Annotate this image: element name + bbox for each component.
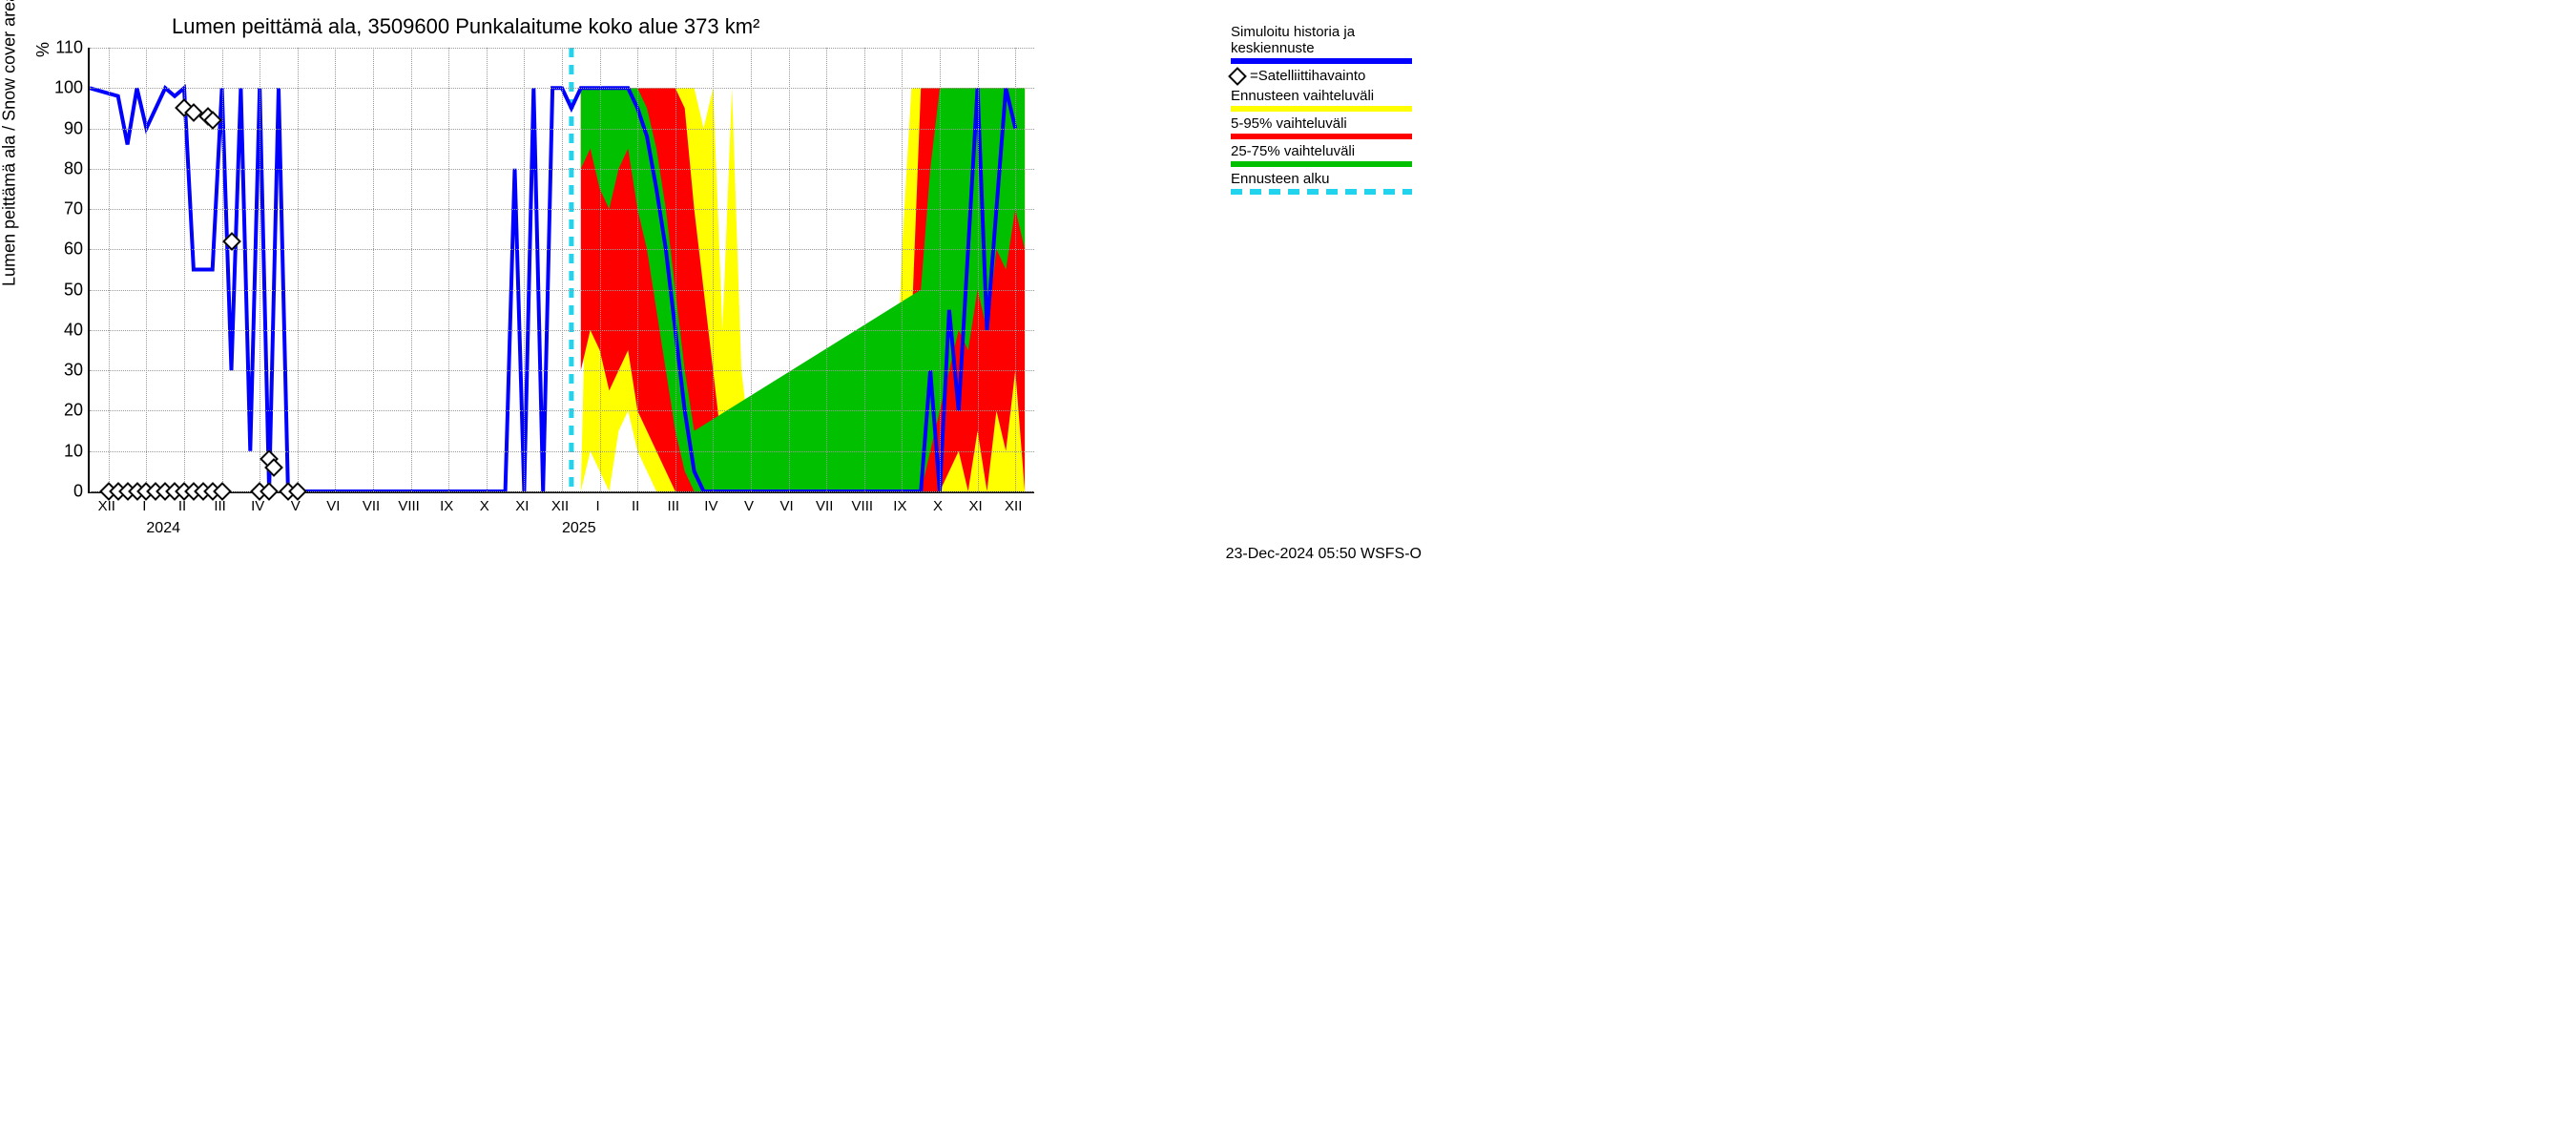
x-tick-label: IV [251, 498, 264, 514]
y-tick-label: 10 [52, 441, 83, 461]
x-tick-label: XI [969, 498, 983, 514]
legend-item: Ennusteen alku [1231, 171, 1422, 195]
y-tick-label: 110 [52, 38, 83, 58]
grid-line-v [902, 48, 903, 491]
x-tick-label: V [744, 498, 754, 514]
x-tick-label: IX [893, 498, 906, 514]
x-tick-label: XI [515, 498, 529, 514]
diamond-icon [1228, 67, 1247, 86]
y-tick-label: 50 [52, 280, 83, 300]
legend-label: 25-75% vaihteluväli [1231, 143, 1422, 159]
y-axis-unit: % [33, 42, 53, 57]
grid-line-v [940, 48, 941, 491]
x-tick-label: X [933, 498, 943, 514]
grid-line-v [411, 48, 412, 491]
grid-line-v [448, 48, 449, 491]
legend: Simuloitu historia ja keskiennuste =Satel… [1231, 24, 1422, 198]
x-tick-label: III [214, 498, 226, 514]
x-tick-label: IX [440, 498, 453, 514]
legend-label: =Satelliittihavainto [1250, 68, 1365, 84]
legend-label: Ennusteen vaihteluväli [1231, 88, 1422, 104]
legend-label: Ennusteen alku [1231, 171, 1422, 187]
x-tick-label: IV [704, 498, 717, 514]
grid-line-v [789, 48, 790, 491]
legend-label: 5-95% vaihteluväli [1231, 115, 1422, 132]
grid-line-v [109, 48, 110, 491]
x-tick-label: VII [816, 498, 833, 514]
y-tick-label: 100 [52, 78, 83, 98]
y-tick-label: 20 [52, 401, 83, 421]
x-year-label: 2025 [562, 520, 596, 537]
grid-line-v [978, 48, 979, 491]
grid-line-v [222, 48, 223, 491]
grid-line-v [864, 48, 865, 491]
x-tick-label: X [480, 498, 489, 514]
x-tick-label: VIII [398, 498, 420, 514]
grid-line-v [637, 48, 638, 491]
legend-item: =Satelliittihavainto [1231, 68, 1422, 84]
y-tick-label: 40 [52, 320, 83, 340]
x-tick-label: II [178, 498, 186, 514]
legend-swatch [1231, 161, 1412, 167]
chart-container: Lumen peittämä ala, 3509600 Punkalaitume… [0, 0, 1431, 572]
y-tick-label: 60 [52, 239, 83, 260]
grid-line-v [146, 48, 147, 491]
x-tick-label: I [142, 498, 146, 514]
x-tick-label: II [632, 498, 639, 514]
grid-line-v [675, 48, 676, 491]
y-tick-label: 90 [52, 118, 83, 138]
legend-item: Ennusteen vaihteluväli [1231, 88, 1422, 112]
x-tick-label: III [668, 498, 680, 514]
grid-line-v [751, 48, 752, 491]
legend-item: 25-75% vaihteluväli [1231, 143, 1422, 167]
grid-line-v [713, 48, 714, 491]
grid-line-v [373, 48, 374, 491]
x-tick-label: XII [551, 498, 569, 514]
grid-line-v [600, 48, 601, 491]
grid-line-v [826, 48, 827, 491]
legend-swatch [1231, 134, 1412, 139]
legend-item: Simuloitu historia ja keskiennuste [1231, 24, 1422, 64]
x-tick-label: I [596, 498, 600, 514]
grid-line-v [335, 48, 336, 491]
legend-swatch [1231, 189, 1412, 195]
y-axis-label: Lumen peittämä ala / Snow cover area [0, 0, 20, 286]
x-tick-label: VII [363, 498, 380, 514]
y-tick-label: 70 [52, 199, 83, 219]
x-year-label: 2024 [146, 520, 180, 537]
grid-line-v [524, 48, 525, 491]
legend-swatch [1231, 58, 1412, 64]
plot-area [88, 48, 1034, 493]
footer-timestamp: 23-Dec-2024 05:50 WSFS-O [1226, 546, 1422, 563]
y-tick-label: 30 [52, 361, 83, 381]
legend-label: Simuloitu historia ja keskiennuste [1231, 24, 1422, 56]
chart-title: Lumen peittämä ala, 3509600 Punkalaitume… [172, 14, 759, 39]
x-tick-label: VIII [852, 498, 874, 514]
x-tick-label: VI [780, 498, 794, 514]
legend-item: 5-95% vaihteluväli [1231, 115, 1422, 139]
x-tick-label: XII [98, 498, 115, 514]
x-tick-label: XII [1005, 498, 1022, 514]
x-tick-label: VI [326, 498, 340, 514]
legend-swatch [1231, 106, 1412, 112]
y-tick-label: 0 [52, 482, 83, 502]
grid-line-v [298, 48, 299, 491]
x-tick-label: V [291, 498, 301, 514]
y-tick-label: 80 [52, 158, 83, 178]
grid-line-v [562, 48, 563, 491]
grid-line-v [1015, 48, 1016, 491]
grid-line-v [487, 48, 488, 491]
